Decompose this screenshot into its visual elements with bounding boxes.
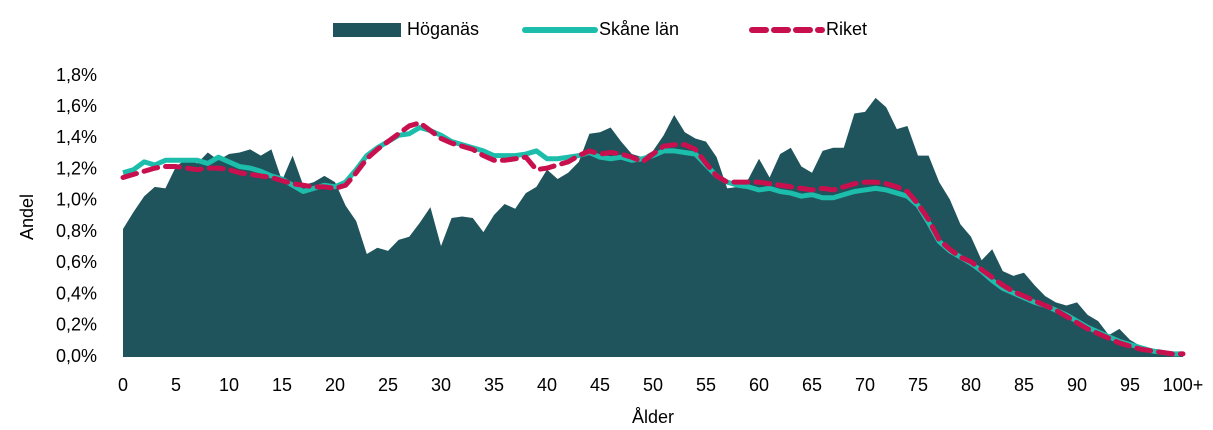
x-tick-label: 70: [855, 375, 875, 395]
x-tick-label: 60: [749, 375, 769, 395]
x-tick-label: 30: [431, 375, 451, 395]
x-tick-label: 40: [537, 375, 557, 395]
legend-label: Höganäs: [407, 19, 479, 39]
x-tick-label: 55: [696, 375, 716, 395]
x-tick-label: 90: [1067, 375, 1087, 395]
x-tick-label: 100+: [1163, 375, 1204, 395]
y-tick-label: 1,6%: [56, 96, 97, 116]
x-tick-label: 45: [590, 375, 610, 395]
area: [123, 97, 1183, 357]
x-tick-label: 0: [118, 375, 128, 395]
x-tick-label: 80: [961, 375, 981, 395]
legend-label: Riket: [826, 19, 867, 39]
x-tick-label: 75: [908, 375, 928, 395]
x-axis-title: Ålder: [632, 407, 674, 427]
y-tick-label: 0,4%: [56, 283, 97, 303]
x-tick-label: 5: [171, 375, 181, 395]
y-tick-label: 0,8%: [56, 221, 97, 241]
y-tick-label: 0,6%: [56, 252, 97, 272]
y-tick-label: 1,2%: [56, 158, 97, 178]
line: [120, 120, 1186, 357]
x-tick-label: 95: [1120, 375, 1140, 395]
x-tick-label: 15: [272, 375, 292, 395]
y-tick-label: 1,4%: [56, 127, 97, 147]
y-tick-label: 0,2%: [56, 315, 97, 335]
y-tick-label: 0,0%: [56, 346, 97, 366]
legend-swatch: [333, 23, 401, 37]
legend-label: Skåne län: [599, 19, 679, 39]
x-tick-label: 85: [1014, 375, 1034, 395]
x-tick-label: 65: [802, 375, 822, 395]
x-tick-label: 50: [643, 375, 663, 395]
y-tick-label: 1,8%: [56, 65, 97, 85]
x-tick-label: 35: [484, 375, 504, 395]
x-tick-label: 25: [378, 375, 398, 395]
y-tick-label: 1,0%: [56, 190, 97, 210]
y-axis-title: Andel: [17, 194, 37, 240]
x-tick-label: 20: [325, 375, 345, 395]
x-tick-label: 10: [219, 375, 239, 395]
